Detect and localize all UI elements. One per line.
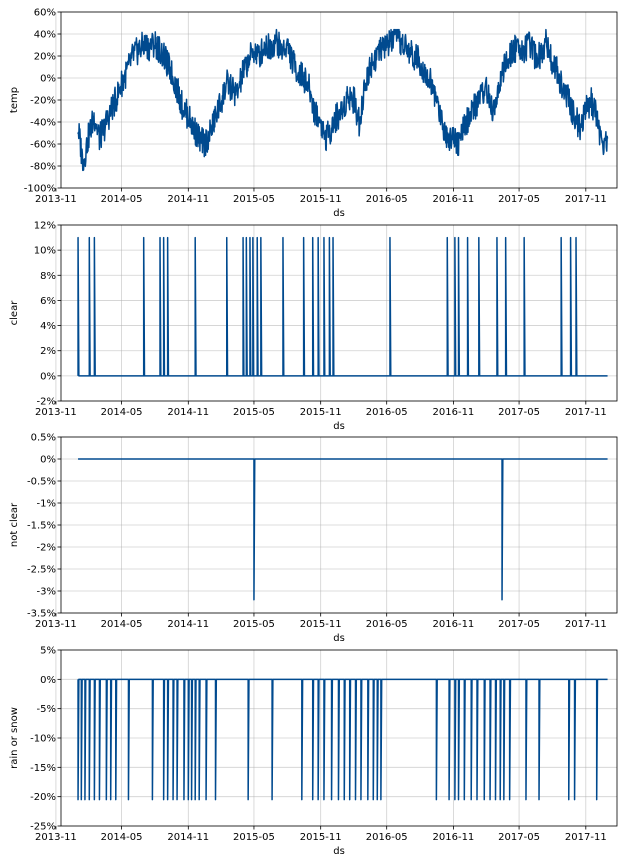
series-line-not-clear	[78, 458, 608, 601]
x-tick-label: 2015-11	[300, 194, 342, 205]
x-tick-label: 2015-05	[233, 194, 275, 205]
x-tick-label: 2014-05	[101, 619, 143, 630]
x-tick-label: 2017-05	[498, 407, 540, 418]
y-tick-label: 0%	[40, 675, 56, 686]
x-tick-label: 2017-11	[565, 619, 607, 630]
x-tick-label: 2017-11	[565, 194, 607, 205]
y-tick-label: -40%	[30, 118, 56, 129]
x-axis-label: ds	[333, 633, 345, 644]
chart-panel-not-clear: -3.5% -3% -2.5% -2% -1.5% -1% -0.5% 0% 0.5% 2013-…	[9, 433, 618, 644]
y-tick-label: -2%	[37, 543, 56, 554]
x-tick-label: 2016-05	[366, 194, 408, 205]
x-tick-label: 2016-05	[366, 407, 408, 418]
x-tick-label: 2015-05	[233, 619, 275, 630]
y-tick-label: -15%	[30, 763, 56, 774]
y-axis-label: rain or snow	[9, 707, 20, 769]
y-tick-label: -60%	[30, 140, 56, 151]
x-tick-label: 2017-11	[565, 407, 607, 418]
axes-frame	[60, 224, 618, 402]
y-tick-label: -3.5%	[27, 609, 56, 620]
axes-frame	[60, 649, 618, 827]
x-tick-label: 2016-11	[433, 619, 475, 630]
chart-panel-rain-or-snow: -25% -20% -15% -10% -5% 0% 5% 2013-11 2014-05 201…	[9, 646, 618, 857]
y-tick-label: -1%	[37, 499, 56, 510]
x-tick-label: 2017-05	[498, 832, 540, 843]
y-tick-label: -2%	[37, 397, 56, 408]
x-tick-label: 2016-11	[433, 194, 475, 205]
y-tick-label: 4%	[40, 321, 56, 332]
y-tick-label: -1.5%	[27, 521, 56, 532]
y-tick-label: -80%	[30, 162, 56, 173]
x-tick-label: 2013-11	[35, 407, 77, 418]
x-tick-label: 2016-05	[366, 619, 408, 630]
x-tick-label: 2017-05	[498, 619, 540, 630]
x-axis-label: ds	[333, 421, 345, 432]
y-tick-label: 40%	[34, 30, 56, 41]
y-tick-label: 0%	[40, 74, 56, 85]
x-axis-label: ds	[333, 208, 345, 219]
chart-panel-temp: -100% -80% -60% -40% -20% 0% 20% 40% 60% 2013-11 2…	[9, 8, 618, 219]
x-tick-label: 2014-05	[101, 407, 143, 418]
y-tick-label: -3%	[37, 587, 56, 598]
x-tick-label: 2014-11	[167, 619, 209, 630]
x-axis-label: ds	[333, 846, 345, 857]
y-tick-label: 0%	[40, 455, 56, 466]
x-tick-label: 2015-11	[300, 619, 342, 630]
y-tick-label: -20%	[30, 96, 56, 107]
x-tick-label: 2015-11	[300, 832, 342, 843]
y-axis-label: clear	[9, 300, 20, 326]
y-tick-label: 10%	[34, 246, 56, 257]
y-tick-label: -20%	[30, 792, 56, 803]
y-tick-label: -100%	[24, 184, 56, 195]
y-tick-label: -0.5%	[27, 477, 56, 488]
y-tick-label: 6%	[40, 296, 56, 307]
x-tick-label: 2016-11	[433, 832, 475, 843]
x-tick-label: 2016-11	[433, 407, 475, 418]
y-tick-label: 0%	[40, 371, 56, 382]
x-tick-label: 2014-11	[167, 407, 209, 418]
y-tick-label: -10%	[30, 734, 56, 745]
x-tick-label: 2017-05	[498, 194, 540, 205]
chart-panel-clear: -2% 0% 2% 4% 6% 8% 10% 12% 2013-11 2014-05 2014-11…	[9, 221, 618, 432]
y-tick-label: 2%	[40, 346, 56, 357]
y-tick-label: -25%	[30, 822, 56, 833]
y-tick-label: 0.5%	[31, 433, 56, 444]
x-tick-label: 2015-05	[233, 407, 275, 418]
x-tick-label: 2014-11	[167, 832, 209, 843]
x-tick-label: 2015-11	[300, 407, 342, 418]
x-tick-label: 2016-05	[366, 832, 408, 843]
axes-frame	[60, 11, 618, 189]
y-tick-label: 8%	[40, 271, 56, 282]
series-line-temp	[77, 28, 609, 172]
x-tick-label: 2014-05	[101, 832, 143, 843]
y-tick-label: 60%	[34, 8, 56, 19]
x-tick-label: 2017-11	[565, 832, 607, 843]
x-tick-label: 2013-11	[35, 619, 77, 630]
x-tick-label: 2015-05	[233, 832, 275, 843]
x-tick-label: 2014-05	[101, 194, 143, 205]
x-tick-label: 2013-11	[35, 194, 77, 205]
x-tick-label: 2013-11	[35, 832, 77, 843]
y-tick-label: 12%	[34, 221, 56, 232]
series-line-clear	[77, 236, 608, 377]
axes-frame	[60, 436, 618, 614]
y-tick-label: -5%	[37, 704, 56, 715]
y-tick-label: 5%	[40, 646, 56, 657]
y-tick-label: -2.5%	[27, 565, 56, 576]
y-axis-label: not clear	[9, 502, 20, 547]
y-axis-label: temp	[9, 87, 20, 113]
x-tick-label: 2014-11	[167, 194, 209, 205]
y-tick-label: 20%	[34, 52, 56, 63]
series-line-rain-or-snow	[77, 678, 608, 801]
